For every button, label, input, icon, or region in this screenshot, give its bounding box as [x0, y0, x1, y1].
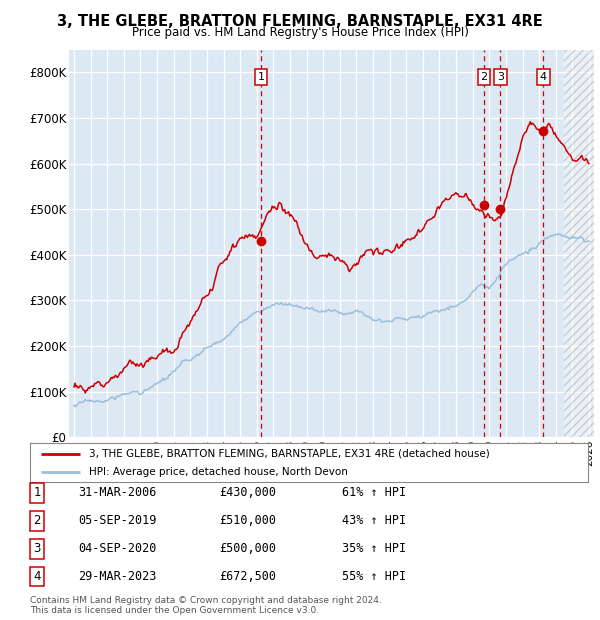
Bar — [564, 50, 594, 437]
Text: 43% ↑ HPI: 43% ↑ HPI — [342, 515, 406, 527]
Text: £672,500: £672,500 — [219, 570, 276, 583]
Text: 1: 1 — [34, 487, 41, 499]
Text: 3, THE GLEBE, BRATTON FLEMING, BARNSTAPLE, EX31 4RE: 3, THE GLEBE, BRATTON FLEMING, BARNSTAPL… — [57, 14, 543, 29]
Text: HPI: Average price, detached house, North Devon: HPI: Average price, detached house, Nort… — [89, 467, 347, 477]
Bar — [564, 45, 594, 437]
Text: 05-SEP-2019: 05-SEP-2019 — [78, 515, 157, 527]
Text: 1: 1 — [257, 72, 265, 82]
Text: 55% ↑ HPI: 55% ↑ HPI — [342, 570, 406, 583]
Text: Price paid vs. HM Land Registry's House Price Index (HPI): Price paid vs. HM Land Registry's House … — [131, 26, 469, 39]
Text: 61% ↑ HPI: 61% ↑ HPI — [342, 487, 406, 499]
Text: 3: 3 — [34, 542, 41, 555]
Text: 2: 2 — [34, 515, 41, 527]
Text: £430,000: £430,000 — [219, 487, 276, 499]
Text: 3, THE GLEBE, BRATTON FLEMING, BARNSTAPLE, EX31 4RE (detached house): 3, THE GLEBE, BRATTON FLEMING, BARNSTAPL… — [89, 449, 490, 459]
Text: 29-MAR-2023: 29-MAR-2023 — [78, 570, 157, 583]
Text: 4: 4 — [34, 570, 41, 583]
Text: 31-MAR-2006: 31-MAR-2006 — [78, 487, 157, 499]
Text: 2: 2 — [480, 72, 487, 82]
Text: 3: 3 — [497, 72, 504, 82]
Text: 35% ↑ HPI: 35% ↑ HPI — [342, 542, 406, 555]
Text: Contains HM Land Registry data © Crown copyright and database right 2024.
This d: Contains HM Land Registry data © Crown c… — [30, 596, 382, 615]
Text: 04-SEP-2020: 04-SEP-2020 — [78, 542, 157, 555]
Text: 4: 4 — [540, 72, 547, 82]
Text: £500,000: £500,000 — [219, 542, 276, 555]
Text: £510,000: £510,000 — [219, 515, 276, 527]
